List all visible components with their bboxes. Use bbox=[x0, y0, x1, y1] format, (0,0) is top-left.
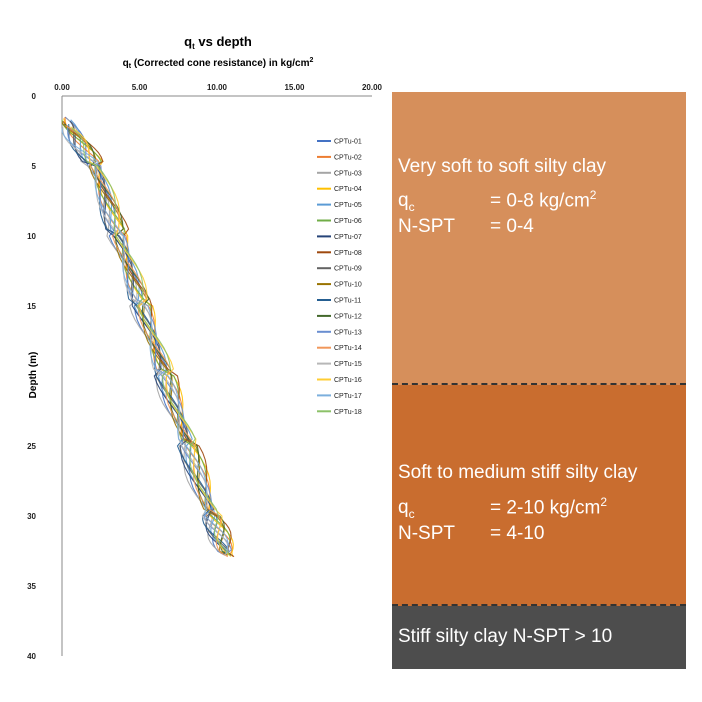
legend-label: CPTu-15 bbox=[334, 361, 362, 368]
x-tick-label: 0.00 bbox=[54, 83, 70, 92]
y-tick-label: 0 bbox=[32, 92, 37, 101]
legend-label: CPTu-17 bbox=[334, 393, 362, 400]
stratum-name: Very soft to soft silty clay bbox=[398, 156, 607, 177]
stratum-qc: qc = 2-10 kg/cm2 bbox=[398, 495, 608, 522]
series-line bbox=[61, 122, 229, 556]
legend-label: CPTu-10 bbox=[334, 282, 362, 289]
legend-label: CPTu-01 bbox=[334, 139, 362, 146]
x-tick-label: 10.00 bbox=[207, 83, 228, 92]
stratum-soft-medium: Soft to medium stiff silty clay qc = 2-10… bbox=[392, 385, 686, 606]
stratum-nspt: N-SPT = 0-4 bbox=[398, 216, 534, 237]
legend-label: CPTu-11 bbox=[334, 298, 361, 305]
legend-label: CPTu-14 bbox=[334, 345, 362, 352]
stratum-stiff: Stiff silty clay N-SPT > 10 bbox=[392, 606, 686, 669]
stratum-very-soft: Very soft to soft silty clay qc = 0-8 kg/… bbox=[392, 92, 686, 385]
y-tick-label: 5 bbox=[32, 162, 37, 171]
y-tick-label: 15 bbox=[27, 302, 36, 311]
soil-strata-panel: Very soft to soft silty clay qc = 0-8 kg/… bbox=[392, 92, 686, 669]
series-line bbox=[61, 128, 229, 554]
legend-label: CPTu-03 bbox=[334, 170, 362, 177]
legend-label: CPTu-13 bbox=[334, 329, 362, 336]
chart-subtitle: qt (Corrected cone resistance) in kg/cm2 bbox=[123, 57, 314, 70]
y-tick-label: 10 bbox=[27, 232, 36, 241]
legend-label: CPTu-09 bbox=[334, 266, 362, 273]
legend-label: CPTu-18 bbox=[334, 409, 362, 416]
legend-label: CPTu-02 bbox=[334, 154, 362, 161]
y-tick-label: 25 bbox=[27, 442, 36, 451]
y-tick-label: 35 bbox=[27, 582, 36, 591]
legend-label: CPTu-08 bbox=[334, 250, 362, 257]
legend-label: CPTu-07 bbox=[334, 234, 362, 241]
y-axis-label: Depth (m) bbox=[28, 352, 39, 399]
series-line bbox=[62, 126, 229, 556]
stratum-name: Soft to medium stiff silty clay bbox=[398, 462, 638, 483]
legend-label: CPTu-12 bbox=[334, 313, 362, 320]
stratum-nspt: N-SPT = 4-10 bbox=[398, 523, 545, 544]
cpt-chart: qt vs depth qt (Corrected cone resistanc… bbox=[27, 34, 383, 661]
chart-title: qt vs depth bbox=[184, 34, 252, 51]
y-tick-label: 30 bbox=[27, 512, 36, 521]
stratum-name: Stiff silty clay N-SPT > 10 bbox=[398, 626, 613, 647]
stratum-qc: qc = 0-8 kg/cm2 bbox=[398, 188, 597, 215]
legend-label: CPTu-16 bbox=[334, 377, 362, 384]
x-tick-label: 20.00 bbox=[362, 83, 383, 92]
x-tick-label: 15.00 bbox=[284, 83, 305, 92]
x-tick-label: 5.00 bbox=[132, 83, 148, 92]
series-line bbox=[68, 123, 230, 555]
legend-label: CPTu-06 bbox=[334, 218, 362, 225]
series-line bbox=[71, 127, 230, 556]
series-line bbox=[70, 126, 232, 558]
legend-label: CPTu-04 bbox=[334, 186, 362, 193]
legend-label: CPTu-05 bbox=[334, 202, 362, 209]
y-tick-label: 40 bbox=[27, 652, 36, 661]
